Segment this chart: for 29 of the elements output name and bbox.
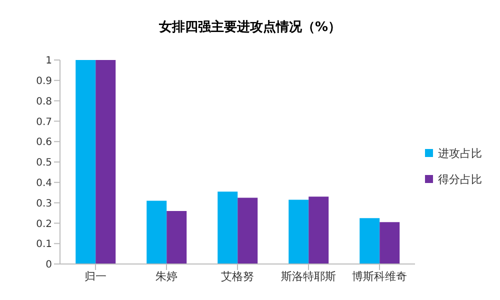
y-tick-label: 0.5	[36, 158, 52, 169]
bar	[360, 218, 380, 264]
bar	[308, 196, 329, 264]
y-tick-label: 0	[46, 260, 52, 271]
legend-label: 进攻占比	[438, 146, 482, 160]
y-tick-label: 0.3	[36, 198, 52, 210]
y-tick-label: 0.2	[36, 218, 52, 230]
bar	[166, 210, 187, 264]
y-tick-label: 0.6	[36, 137, 52, 148]
bar	[380, 222, 400, 264]
x-tick-label: 朱婷	[156, 270, 178, 283]
x-tick-label: 斯洛特耶斯	[281, 270, 336, 283]
y-tick-label: 0.4	[36, 178, 52, 189]
chart-title: 女排四强主要进攻点情况（%）	[158, 18, 342, 37]
x-tick-label: 博斯科维奇	[352, 270, 407, 283]
bar	[288, 200, 309, 264]
bar	[238, 198, 258, 264]
y-tick-label: 0.8	[36, 96, 52, 108]
bar	[76, 60, 96, 264]
bar	[96, 60, 116, 264]
y-tick-label: 1	[46, 56, 52, 67]
y-tick-label: 0.7	[36, 116, 52, 128]
bar	[218, 192, 238, 264]
y-tick-label: 0.9	[36, 76, 52, 87]
bar	[146, 200, 167, 264]
x-tick-label: 艾格努	[221, 270, 254, 283]
legend-label: 得分占比	[438, 172, 482, 186]
x-tick-label: 归一	[84, 270, 106, 283]
y-tick-label: 0.1	[36, 239, 52, 250]
